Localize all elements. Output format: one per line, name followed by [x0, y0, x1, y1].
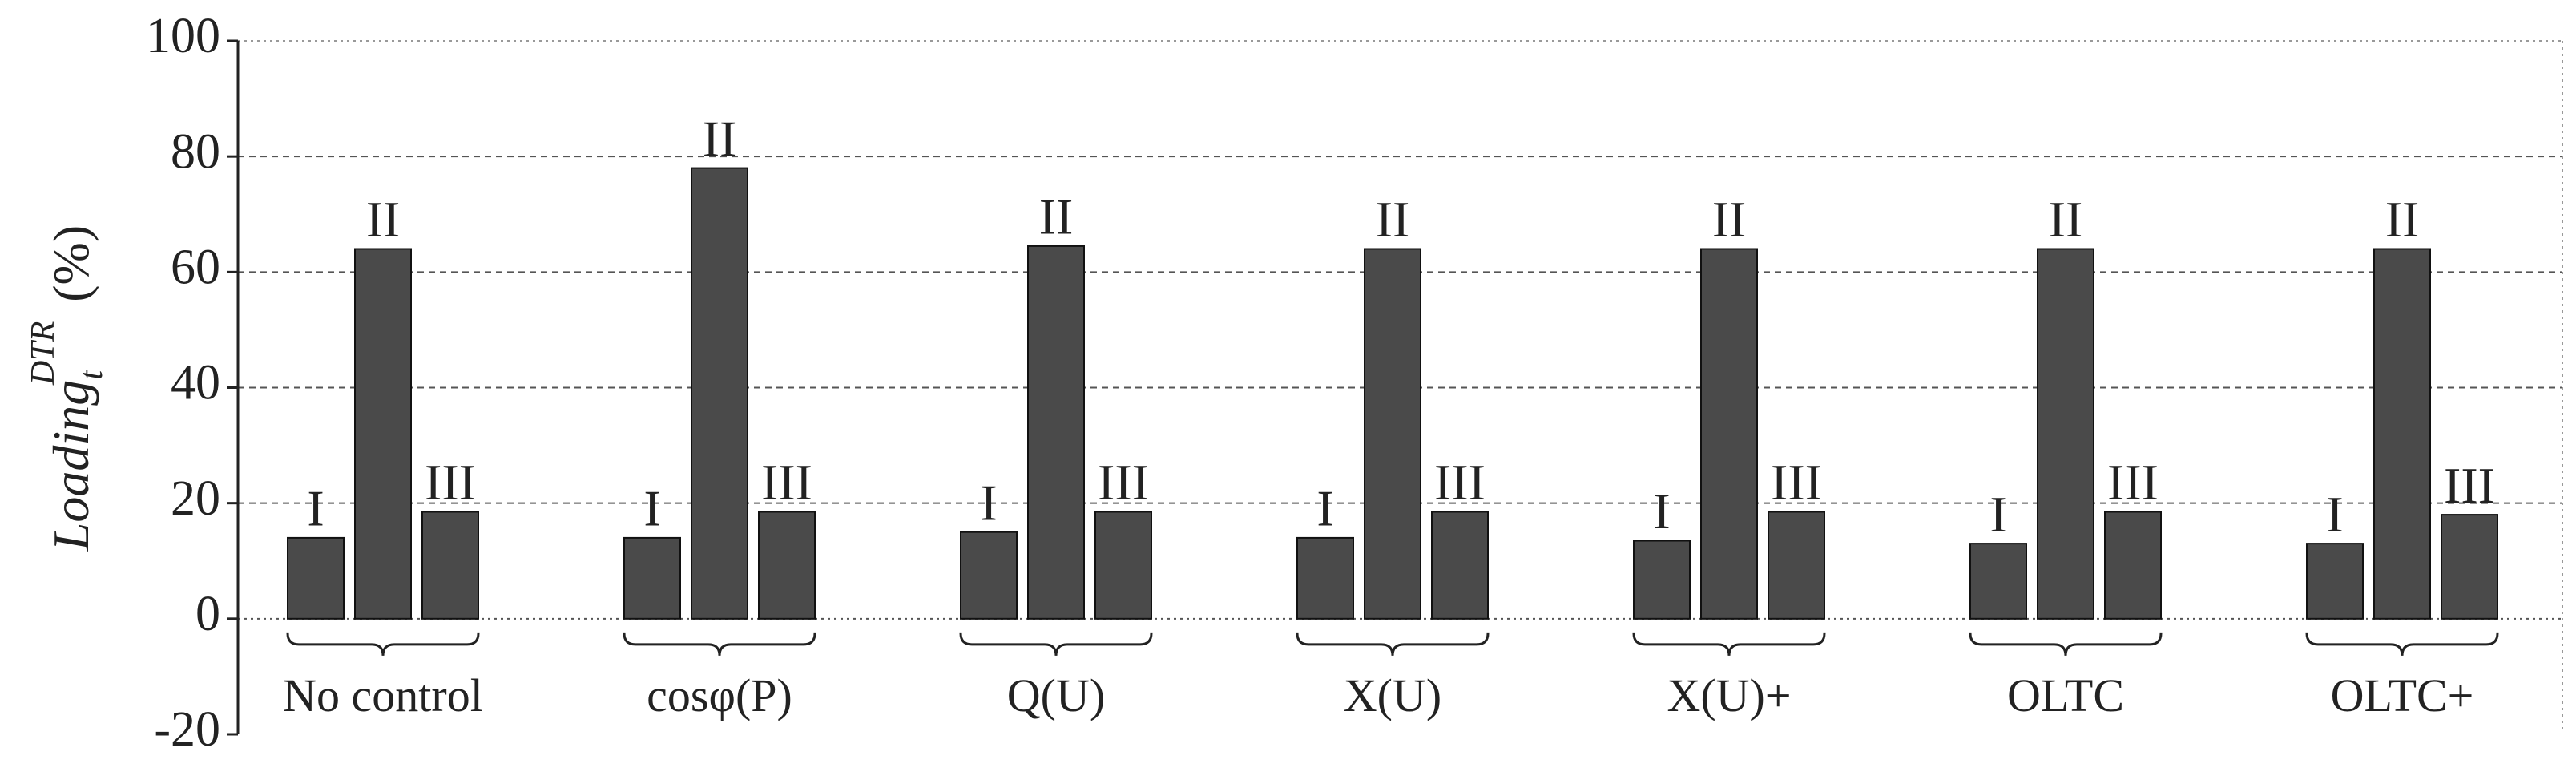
bar [2373, 248, 2431, 620]
group-brace [959, 632, 1153, 656]
group-brace [286, 632, 480, 656]
group-brace [623, 632, 816, 656]
group-brace [1296, 632, 1490, 656]
bar-label: III [2444, 457, 2495, 514]
bar [421, 511, 479, 620]
y-tick-label: 60 [171, 240, 220, 295]
bar-label: III [1771, 454, 1822, 511]
bar-label: II [1712, 191, 1747, 248]
bar [1027, 245, 1085, 620]
y-label-unit: (%) [42, 225, 99, 302]
y-axis-label: Loadingt DTR (%) [25, 225, 110, 552]
bar [1633, 540, 1691, 620]
bar-label: I [1653, 483, 1670, 540]
bar [1364, 248, 1421, 620]
bar-label: II [1039, 188, 1074, 245]
bar [287, 536, 345, 620]
y-tick-label: 80 [171, 124, 220, 179]
bar-label: I [980, 474, 997, 531]
y-tick-label: 0 [196, 587, 220, 641]
x-tick-label: No control [283, 669, 483, 721]
group-brace [1632, 632, 1826, 656]
bar-label: III [425, 454, 476, 511]
bar [1700, 248, 1758, 620]
group-brace [2305, 632, 2499, 656]
bar [1969, 543, 2027, 620]
y-tick-label: 20 [171, 471, 220, 526]
bar-label: II [2049, 191, 2083, 248]
y-tick-label: 100 [146, 9, 220, 63]
y-tick-label: -20 [154, 702, 220, 757]
bar-label: III [1098, 454, 1149, 511]
bar [691, 167, 748, 620]
x-tick-label: OLTC [2007, 669, 2124, 721]
bar-label: I [1989, 486, 2006, 543]
bar [2104, 511, 2162, 620]
bar-label: I [307, 480, 324, 537]
bar [1431, 511, 1489, 620]
y-label-sub: t [73, 370, 110, 380]
bar [758, 511, 816, 620]
y-tick-label: 40 [171, 356, 220, 410]
bar-label: III [761, 454, 812, 511]
bar [1094, 511, 1152, 620]
bar-label: II [703, 110, 737, 167]
x-tick-label: X(U) [1344, 669, 1441, 721]
group-brace [1969, 632, 2163, 656]
bar [623, 536, 681, 620]
y-label-main: Loading [42, 380, 99, 552]
bar [1768, 511, 1825, 620]
bar [354, 248, 412, 620]
y-label-sup: DTR [25, 321, 62, 386]
bar [960, 531, 1018, 620]
bar [2306, 543, 2364, 620]
x-tick-label: OLTC+ [2331, 669, 2474, 721]
x-tick-label: Q(U) [1007, 669, 1105, 721]
bar-label: II [366, 191, 401, 248]
bar [1296, 536, 1354, 620]
bar-label: II [1376, 191, 1410, 248]
x-tick-label: cosφ(P) [647, 669, 792, 721]
bar-label: III [1434, 454, 1486, 511]
bar [2037, 248, 2094, 620]
bar-label: I [2326, 486, 2343, 543]
x-tick-label: X(U)+ [1667, 669, 1791, 721]
bar-label: III [2107, 454, 2159, 511]
bar [2441, 514, 2498, 620]
bar-label: I [1316, 480, 1333, 537]
bar-label: I [643, 480, 660, 537]
bar-label: II [2385, 191, 2420, 248]
